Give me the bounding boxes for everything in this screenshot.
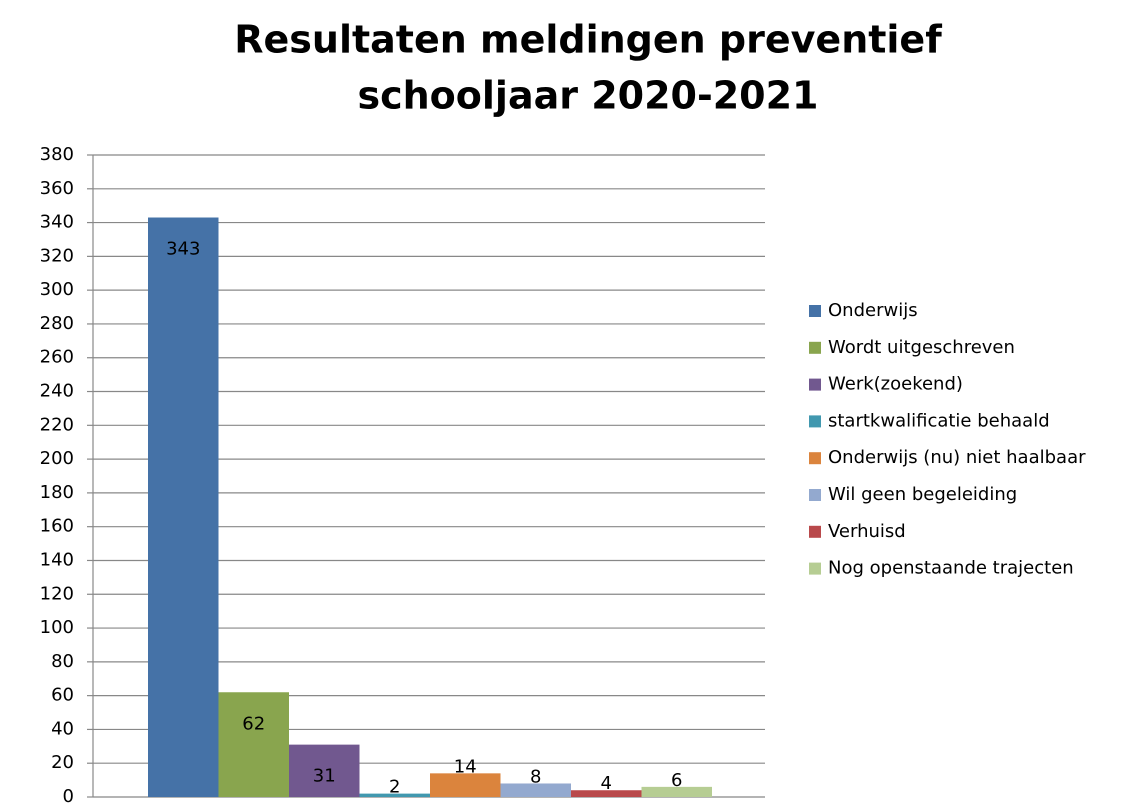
y-tick-label: 40 xyxy=(51,718,74,739)
bar xyxy=(500,783,571,797)
y-tick-label: 140 xyxy=(40,549,74,570)
bar xyxy=(359,793,430,797)
y-tick-label: 280 xyxy=(40,313,74,334)
bar xyxy=(218,692,289,797)
y-tick-label: 160 xyxy=(40,516,74,537)
data-label: 343 xyxy=(166,239,200,260)
bar xyxy=(148,217,219,798)
legend-swatch xyxy=(809,525,821,538)
bar xyxy=(641,786,712,797)
bar xyxy=(430,773,501,797)
y-tick-label: 120 xyxy=(40,583,74,604)
legend-swatch xyxy=(809,415,821,428)
legend-swatch xyxy=(809,489,821,501)
y-tick-label: 20 xyxy=(51,752,74,773)
y-tick-label: 240 xyxy=(40,381,74,402)
y-tick-label: 380 xyxy=(40,144,74,165)
y-tick-label: 60 xyxy=(51,685,74,706)
data-label: 4 xyxy=(601,773,612,794)
data-label: 31 xyxy=(313,766,336,787)
y-tick-label: 260 xyxy=(40,347,74,368)
legend-swatch xyxy=(809,378,821,391)
y-tick-label: 320 xyxy=(40,245,74,266)
y-tick-label: 220 xyxy=(40,414,74,435)
data-label: 14 xyxy=(454,756,477,777)
y-tick-label: 100 xyxy=(40,617,74,638)
legend-label: Werk(zoekend) xyxy=(828,374,963,395)
legend-swatch xyxy=(809,452,821,465)
legend-label: Nog openstaande trajecten xyxy=(828,558,1074,579)
legend-swatch xyxy=(809,562,821,575)
y-tick-label: 200 xyxy=(40,448,74,469)
bar xyxy=(289,744,360,797)
legend-swatch xyxy=(809,341,821,354)
chart-title: Resultaten meldingen preventief xyxy=(234,18,942,62)
legend-label: Verhuisd xyxy=(828,521,906,542)
legend-label: Onderwijs (nu) niet haalbaar xyxy=(828,447,1086,468)
y-tick-label: 0 xyxy=(63,786,74,804)
data-label: 2 xyxy=(389,777,400,798)
data-label: 8 xyxy=(530,766,541,787)
y-tick-label: 360 xyxy=(40,178,74,199)
legend-label: Wil geen begeleiding xyxy=(828,484,1017,505)
legend-swatch xyxy=(809,305,821,317)
y-tick-label: 300 xyxy=(40,279,74,300)
legend-label: Onderwijs xyxy=(828,300,918,321)
legend-label: startkwalificatie behaald xyxy=(828,410,1050,431)
legend-label: Wordt uitgeschreven xyxy=(828,337,1015,358)
y-tick-label: 80 xyxy=(51,651,74,672)
chart-title: schooljaar 2020-2021 xyxy=(357,74,818,118)
data-label: 62 xyxy=(242,713,265,734)
y-tick-label: 340 xyxy=(40,212,74,233)
bar xyxy=(571,790,642,797)
y-tick-label: 180 xyxy=(40,482,74,503)
data-label: 6 xyxy=(671,770,682,791)
